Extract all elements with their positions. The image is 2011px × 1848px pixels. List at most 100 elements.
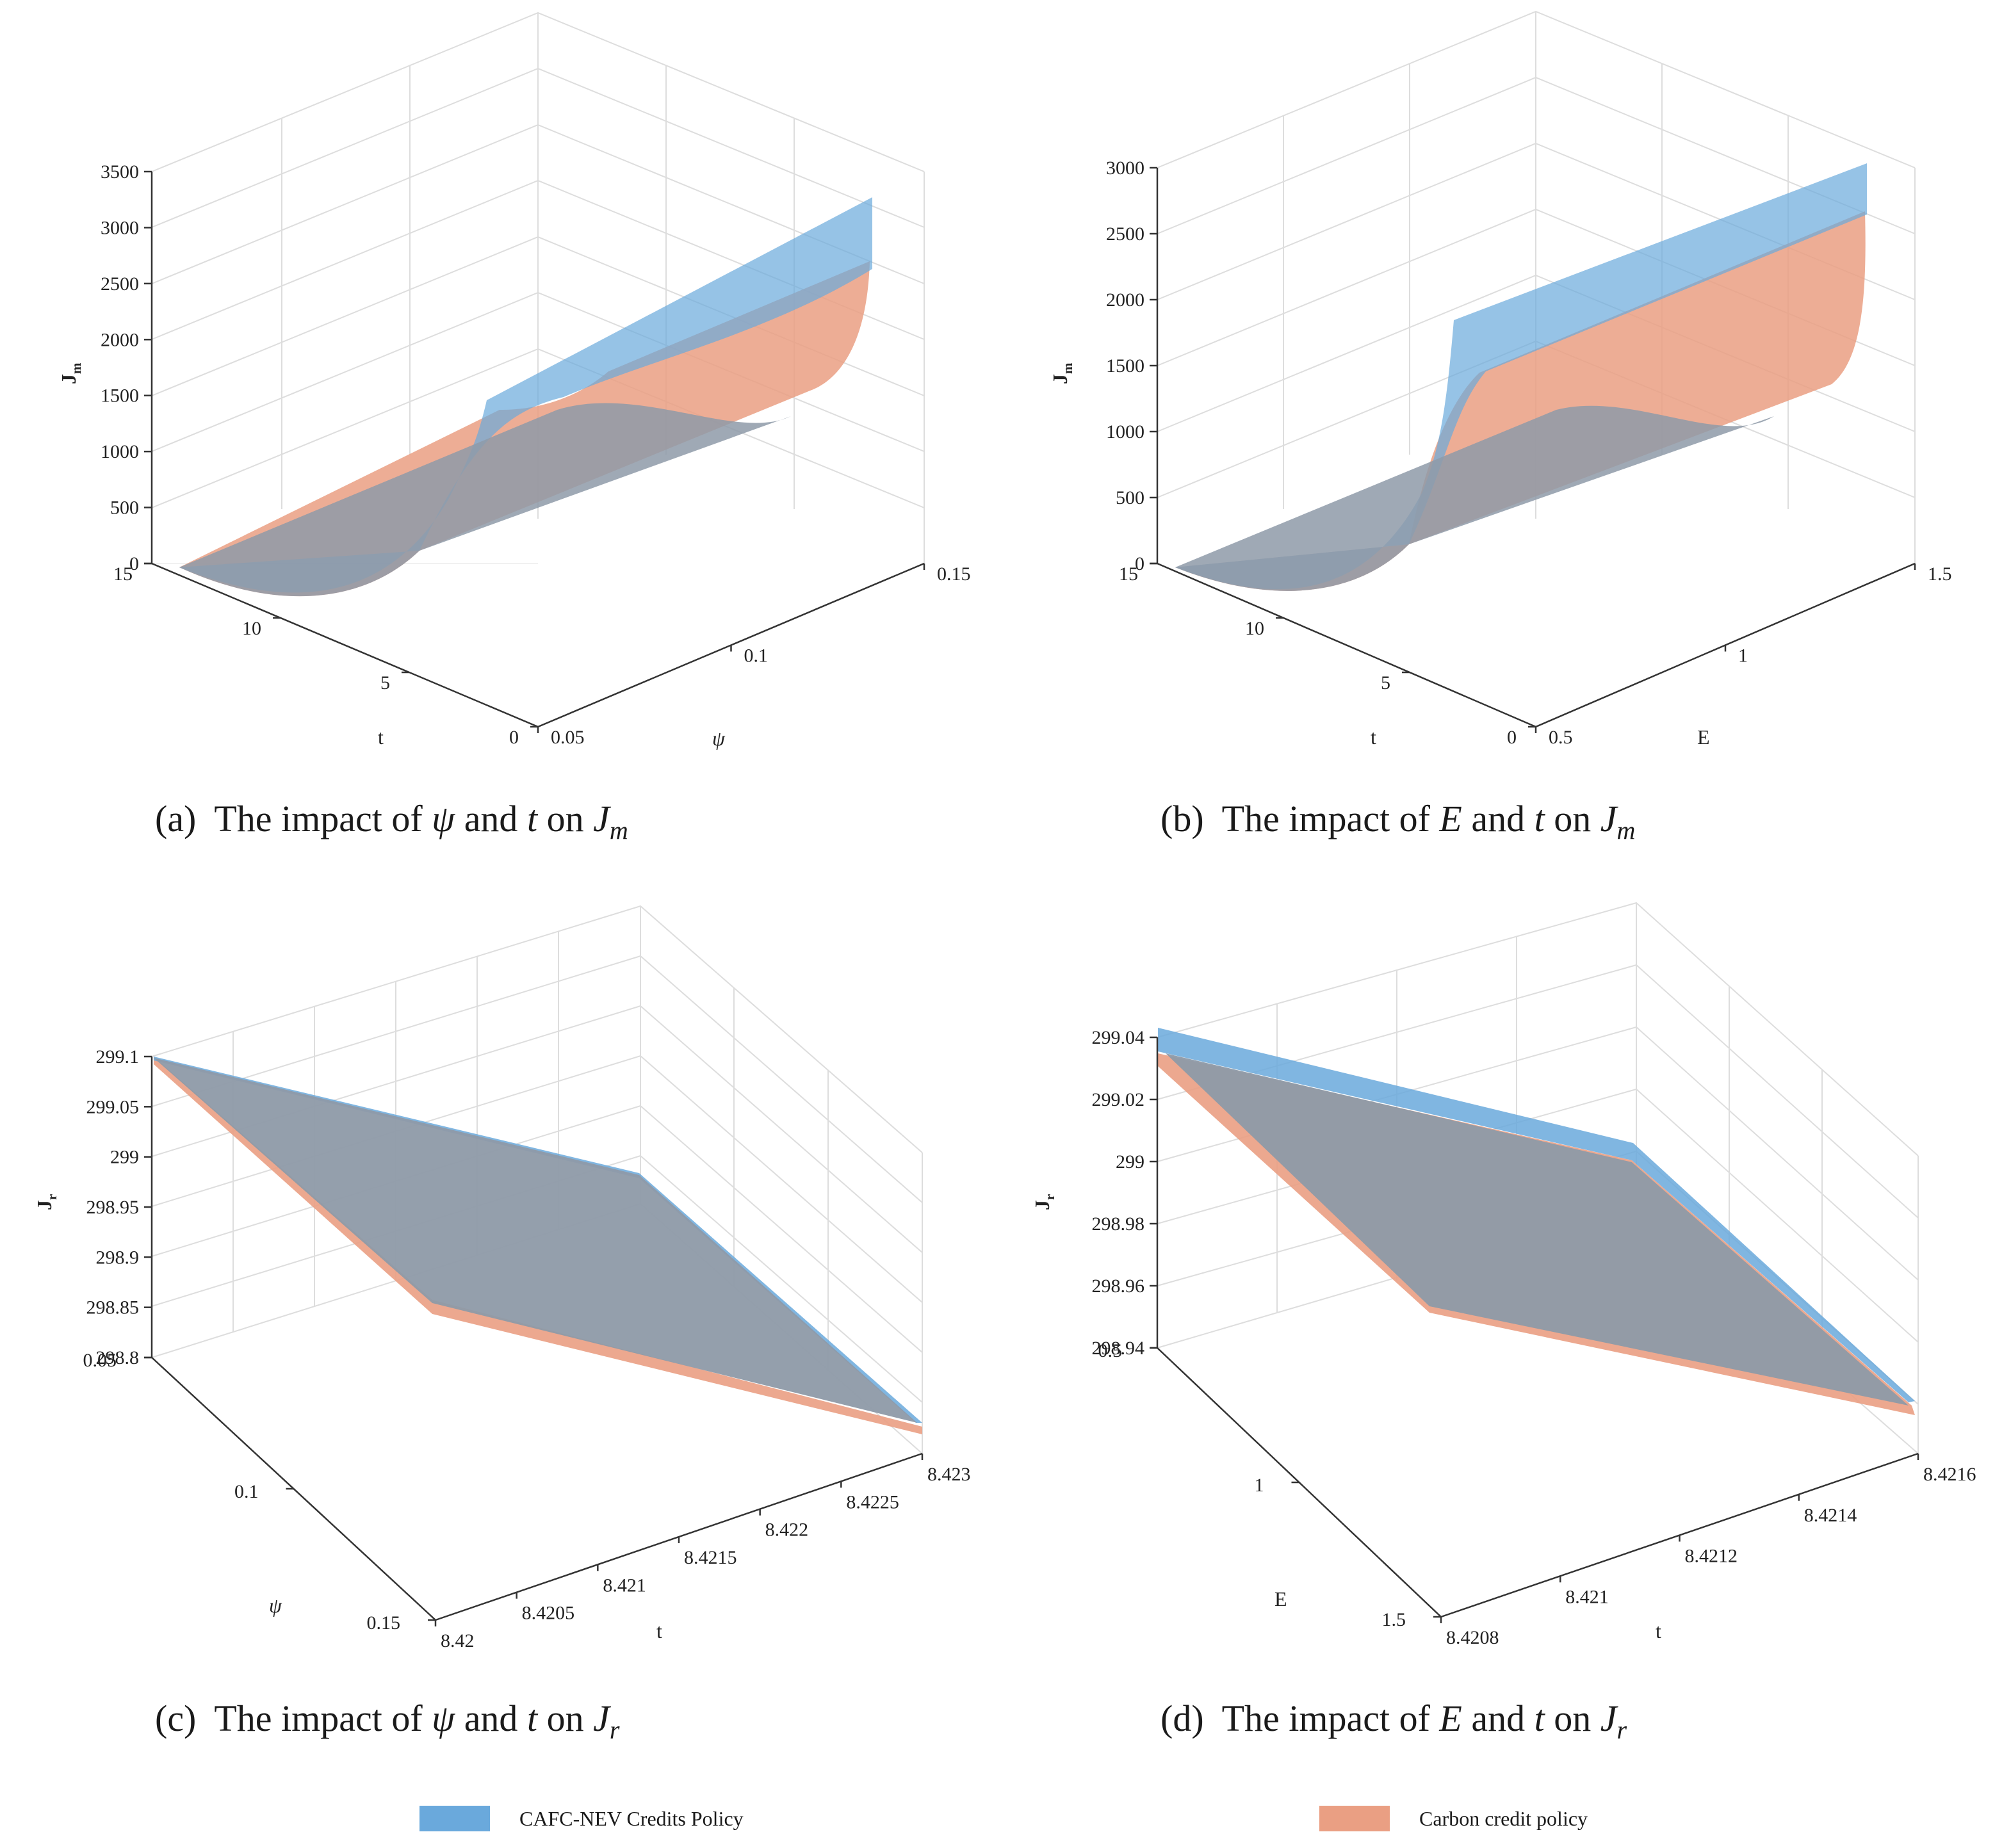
chart-c-z-tick-label: 298.85 [86,1297,140,1318]
chart-a-surfaces [179,197,872,597]
chart-a-x-ticks: 15 10 5 0 [113,562,538,748]
chart-c-x-ticks: 8.42 8.4205 8.421 8.4215 8.422 8.4225 8.423 [434,1454,971,1651]
chart-a-y-tick-label: 0.1 [744,645,769,667]
chart-d-x-tick-label: 8.4212 [1685,1546,1738,1567]
chart-d-z-tick-label: 299.02 [1092,1089,1145,1110]
chart-c-x-tick-label: 8.423 [927,1464,971,1485]
chart-d-x-tick-label: 8.4216 [1923,1464,1976,1485]
chart-c-surfaces [154,1057,922,1434]
chart-d-z-tick-label: 298.94 [1092,1338,1145,1359]
chart-c-z-tick-label: 299 [110,1147,139,1168]
chart-a-x-label: t [378,725,384,749]
chart-b-x-tick-label: 0 [1507,727,1517,748]
chart-b-y-tick-label: 0.5 [1549,727,1573,748]
chart-b-z-tick-label: 1000 [1106,421,1144,442]
chart-b-x-tick-label: 5 [1381,672,1390,693]
caption-d: (d) The impact of E and t on Jr [1160,1698,1627,1744]
chart-a-y-tick-label: 0.05 [551,727,585,748]
chart-a-surface-a [179,197,872,593]
legend-swatch-a [419,1806,490,1831]
chart-b-y-ticks: 0.5 1 1.5 [1535,563,1952,748]
chart-c-z-ticks: 299.1 299.05 299 298.95 298.9 298.85 298.8 [86,1046,152,1368]
chart-a-x-tick-label: 5 [380,672,390,693]
chart-d-y-tick-label: 1 [1255,1475,1264,1496]
caption-b: (b) The impact of E and t on Jm [1160,798,1636,845]
chart-b-x-ticks: 15 10 5 0 [1119,562,1536,748]
chart-d-surface-a [1158,1028,1915,1402]
chart-a: 3500 3000 2500 2000 1500 1000 500 0 15 10 5 0 0.05… [0,0,1006,800]
chart-a-z-ticks: 3500 3000 2500 2000 1500 1000 500 0 [101,161,152,574]
legend-label-a: CAFC-NEV Credits Policy [519,1806,744,1830]
legend-item-a: CAFC-NEV Credits Policy [419,1799,744,1838]
chart-c-x-label: t [656,1619,662,1642]
chart-b-z-tick-label: 3000 [1106,158,1144,179]
legend-swatch-b [1319,1806,1390,1831]
chart-c-plot: 299.1 299.05 299 298.95 298.9 298.85 298.8 8.4… [33,905,971,1651]
chart-b-z-tick-label: 2000 [1106,289,1144,311]
chart-d: 299.04 299.02 299 298.98 298.96 298.94 8.4208… [1006,884,2011,1684]
chart-d-plot: 299.04 299.02 299 298.98 298.96 298.94 8.4208… [1030,902,1976,1648]
chart-c: 299.1 299.05 299 298.95 298.9 298.85 298.8 8.4… [0,884,1006,1684]
chart-d-z-label: Jr [1030,1194,1057,1210]
chart-b-surface-overlap [1175,405,1774,591]
chart-a-z-label: Jm [57,362,84,384]
chart-a-y-label: ψ [712,727,726,750]
chart-d-z-ticks: 299.04 299.02 299 298.98 298.96 298.94 [1092,1027,1157,1359]
chart-d-x-tick-label: 8.4214 [1804,1505,1857,1526]
chart-c-x-tick-label: 8.4205 [522,1603,575,1624]
chart-c-surface-overlap [154,1058,917,1423]
chart-b-z-ticks: 3000 2500 2000 1500 1000 500 0 [1106,158,1157,574]
chart-a-surface-overlap [179,403,791,597]
chart-c-x-tick-label: 8.42 [441,1630,475,1651]
chart-a-z-tick-label: 1500 [101,385,139,407]
chart-b-surface-b [1175,211,1866,591]
chart-a-z-tick-label: 3000 [101,217,139,238]
chart-a-y-tick-label: 0.15 [937,563,971,585]
chart-b-z-label: Jm [1048,362,1075,384]
chart-c-x-tick-label: 8.4225 [846,1491,899,1512]
chart-c-x-tick-label: 8.422 [765,1520,809,1541]
chart-a-y-ticks: 0.05 0.1 0.15 [537,563,971,748]
chart-c-z-label: Jr [33,1194,60,1210]
chart-b-surfaces [1175,163,1867,591]
legend-label-b: Carbon credit policy [1419,1806,1588,1830]
chart-c-z-tick-label: 298.8 [96,1347,140,1368]
chart-d-x-label: t [1656,1619,1661,1642]
chart-c-x-tick-label: 8.421 [603,1575,646,1596]
caption-c: (c) The impact of ψ and t on Jr [155,1698,620,1744]
chart-c-z-tick-label: 298.9 [96,1247,140,1268]
chart-a-x-tick-label: 15 [113,563,133,585]
chart-d-z-tick-label: 299.04 [1092,1027,1145,1048]
chart-a-z-tick-label: 500 [110,498,139,519]
chart-b-x-tick-label: 10 [1245,618,1264,639]
caption-a: (a) The impact of ψ and t on Jm [155,798,628,845]
chart-d-x-ticks: 8.4208 8.421 8.4212 8.4214 8.4216 [1440,1454,1976,1648]
chart-d-surface-overlap [1166,1053,1909,1406]
chart-a-plot: 3500 3000 2500 2000 1500 1000 500 0 15 10 5 0 0.05… [57,12,971,750]
chart-d-x-tick-label: 8.421 [1565,1586,1609,1607]
chart-b-surface-a [1175,163,1867,590]
chart-a-z-tick-label: 2000 [101,329,139,350]
chart-b-z-tick-label: 2500 [1106,223,1144,245]
chart-b-y-label: E [1697,725,1710,749]
chart-b: 3000 2500 2000 1500 1000 500 0 15 10 5 0 0.5 1 1.5 … [1006,0,2011,800]
chart-c-y-ticks: 0.05 0.1 0.15 [83,1350,436,1633]
chart-a-z-tick-label: 0 [129,553,139,574]
chart-b-y-tick-label: 1 [1738,645,1748,667]
chart-c-y-label: ψ [269,1594,282,1617]
chart-d-y-ticks: 0.5 1 1.5 [1098,1340,1441,1630]
chart-c-y-tick-label: 0.1 [234,1481,259,1502]
chart-b-y-tick-label: 1.5 [1928,563,1952,585]
chart-c-z-tick-label: 298.95 [86,1197,140,1218]
chart-c-x-tick-label: 8.4215 [684,1547,737,1568]
chart-d-z-tick-label: 298.96 [1092,1276,1145,1297]
chart-b-z-tick-label: 0 [1135,553,1144,574]
chart-d-y-tick-label: 0.5 [1098,1340,1123,1361]
chart-c-y-tick-label: 0.15 [367,1612,401,1633]
chart-c-z-tick-label: 299.1 [96,1046,140,1067]
chart-d-z-tick-label: 299 [1116,1151,1144,1172]
chart-b-z-tick-label: 500 [1116,487,1144,508]
chart-a-x-tick-label: 0 [509,727,519,748]
chart-b-z-tick-label: 1500 [1106,355,1144,377]
chart-d-y-label: E [1274,1587,1287,1610]
